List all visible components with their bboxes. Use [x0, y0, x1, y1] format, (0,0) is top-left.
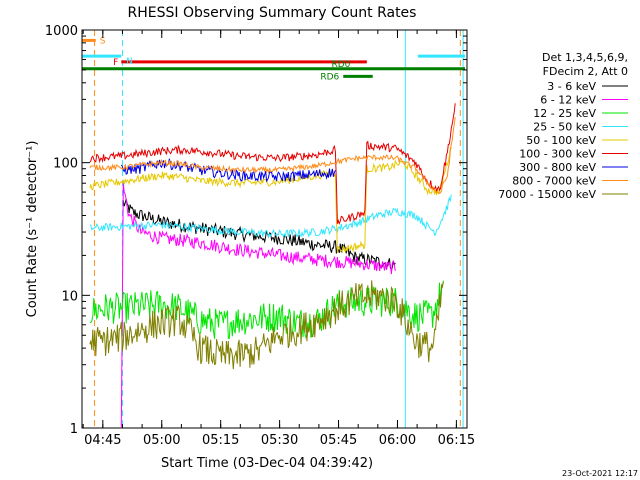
legend-entry-7: 800 - 7000 keV: [512, 175, 596, 188]
series-line-8: [89, 280, 444, 370]
x-tick-label-2: 05:15: [202, 433, 239, 448]
chart-title: RHESSI Observing Summary Count Rates: [128, 5, 417, 21]
y-axis-label: Count Rate (s⁻¹ detector⁻¹): [25, 141, 40, 318]
legend-entry-3: 25 - 50 keV: [533, 121, 596, 134]
flag-label-5: RD6: [320, 72, 339, 82]
y-tick-label-1: 10: [61, 289, 78, 304]
x-tick-label-0: 04:45: [84, 433, 121, 448]
legend-header-1: FDecim 2, Att 0: [543, 65, 628, 78]
legend-header-0: Det 1,3,4,5,6,9,: [542, 51, 628, 64]
y-tick-label-0: 1: [70, 422, 78, 437]
legend-entry-6: 300 - 800 keV: [519, 161, 596, 174]
plot-frame: [81, 29, 468, 429]
legend-entry-1: 6 - 12 keV: [540, 94, 596, 107]
series-line-5: [89, 103, 456, 225]
y-tick-label-2: 100: [53, 157, 78, 172]
x-tick-label-1: 05:00: [143, 433, 180, 448]
series-line-4: [89, 146, 452, 254]
x-axis-label: Start Time (03-Dec-04 04:39:42): [161, 456, 373, 471]
flag-label-0: S: [100, 36, 106, 46]
series-line-7: [89, 117, 456, 194]
x-tick-label-6: 06:15: [438, 433, 475, 448]
legend-entry-8: 7000 - 15000 keV: [498, 188, 596, 201]
legend-entry-5: 100 - 300 keV: [519, 148, 596, 161]
x-tick-label-3: 05:30: [261, 433, 298, 448]
flag-label-4: RD0: [331, 60, 350, 70]
legend-entry-4: 50 - 100 keV: [526, 134, 596, 147]
series-line-1: [120, 182, 396, 428]
flag-label-3: F: [113, 58, 118, 68]
series-line-0: [122, 198, 396, 272]
x-tick-label-5: 06:00: [379, 433, 416, 448]
series-line-3: [89, 194, 452, 239]
y-tick-label-3: 1000: [45, 24, 78, 39]
x-tick-label-4: 05:45: [320, 433, 357, 448]
legend-entry-0: 3 - 6 keV: [547, 80, 596, 93]
flag-label-1: N: [126, 57, 133, 67]
series-line-6: [120, 158, 336, 183]
timestamp: 23-Oct-2021 12:17: [562, 469, 638, 478]
legend: Det 1,3,4,5,6,9,FDecim 2, Att 0 3 - 6 keV…: [498, 51, 628, 201]
legend-entry-2: 12 - 25 keV: [533, 107, 596, 120]
